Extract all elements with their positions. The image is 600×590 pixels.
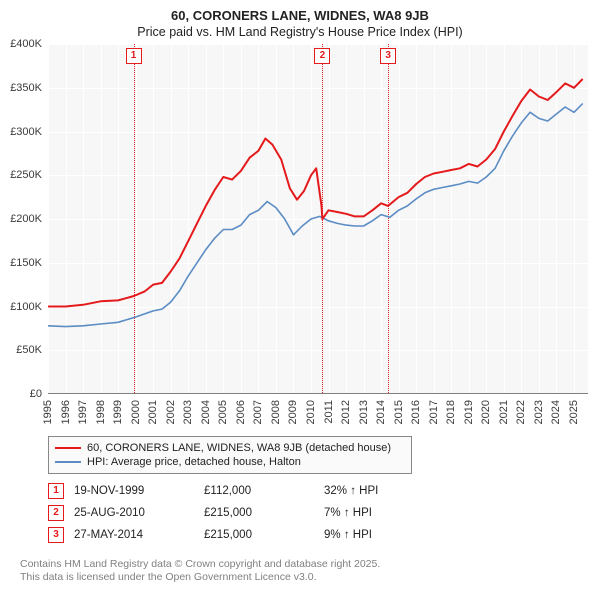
x-axis-label: 2023 xyxy=(533,400,545,424)
y-axis-label: £350K xyxy=(10,82,42,94)
event-price: £215,000 xyxy=(204,507,314,519)
event-marker-box: 2 xyxy=(314,48,330,64)
x-axis-label: 2018 xyxy=(445,400,457,424)
legend-label: 60, CORONERS LANE, WIDNES, WA8 9JB (deta… xyxy=(87,442,391,454)
x-axis-label: 2007 xyxy=(252,400,264,424)
x-axis-label: 2004 xyxy=(200,400,212,424)
x-axis-label: 2013 xyxy=(358,400,370,424)
series-line xyxy=(48,104,583,327)
legend-swatch xyxy=(55,461,81,463)
event-price: £215,000 xyxy=(204,529,314,541)
event-marker-box: 1 xyxy=(126,48,142,64)
event-date: 27-MAY-2014 xyxy=(74,529,194,541)
footer-line: Contains HM Land Registry data © Crown c… xyxy=(20,558,380,571)
line-series xyxy=(48,44,588,394)
x-axis-label: 2014 xyxy=(375,400,387,424)
event-row: 3 27-MAY-2014 £215,000 9% ↑ HPI xyxy=(48,524,578,546)
x-axis-label: 2021 xyxy=(498,400,510,424)
event-delta: 7% ↑ HPI xyxy=(324,507,578,519)
x-axis-label: 1999 xyxy=(112,400,124,424)
y-axis-label: £250K xyxy=(10,169,42,181)
event-row: 1 19-NOV-1999 £112,000 32% ↑ HPI xyxy=(48,480,578,502)
x-axis-label: 2002 xyxy=(165,400,177,424)
x-axis-label: 2024 xyxy=(550,400,562,424)
legend-item: 60, CORONERS LANE, WIDNES, WA8 9JB (deta… xyxy=(55,441,405,455)
legend: 60, CORONERS LANE, WIDNES, WA8 9JB (deta… xyxy=(48,436,412,474)
event-price: £112,000 xyxy=(204,485,314,497)
x-axis-label: 2016 xyxy=(410,400,422,424)
chart-subtitle: Price paid vs. HM Land Registry's House … xyxy=(0,23,600,39)
y-axis-label: £300K xyxy=(10,126,42,138)
events-table: 1 19-NOV-1999 £112,000 32% ↑ HPI 2 25-AUG-201… xyxy=(48,480,578,546)
legend-item: HPI: Average price, detached house, Halt… xyxy=(55,455,405,469)
chart-container: 60, CORONERS LANE, WIDNES, WA8 9JB Price… xyxy=(0,0,600,590)
x-axis-label: 2010 xyxy=(305,400,317,424)
x-axis-label: 1998 xyxy=(95,400,107,424)
x-axis-label: 2019 xyxy=(463,400,475,424)
y-axis-label: £50K xyxy=(16,344,42,356)
x-axis-label: 2011 xyxy=(323,400,335,424)
event-num-box: 3 xyxy=(48,527,64,543)
x-axis-label: 1997 xyxy=(77,400,89,424)
event-num-box: 1 xyxy=(48,483,64,499)
x-axis-label: 2022 xyxy=(515,400,527,424)
x-axis-label: 1995 xyxy=(42,400,54,424)
legend-label: HPI: Average price, detached house, Halt… xyxy=(87,456,301,468)
x-axis-label: 2025 xyxy=(568,400,580,424)
y-axis-label: £400K xyxy=(10,38,42,50)
x-axis-label: 2012 xyxy=(340,400,352,424)
y-axis-label: £150K xyxy=(10,257,42,269)
x-axis-label: 2009 xyxy=(287,400,299,424)
y-axis-label: £0 xyxy=(30,388,42,400)
plot-area: £0£50K£100K£150K£200K£250K£300K£350K£400… xyxy=(48,44,588,394)
footer-line: This data is licensed under the Open Gov… xyxy=(20,571,380,584)
event-date: 19-NOV-1999 xyxy=(74,485,194,497)
legend-swatch xyxy=(55,447,81,449)
y-axis-label: £200K xyxy=(10,213,42,225)
event-date: 25-AUG-2010 xyxy=(74,507,194,519)
y-axis-label: £100K xyxy=(10,301,42,313)
x-axis-label: 2001 xyxy=(147,400,159,424)
x-axis-label: 1996 xyxy=(60,400,72,424)
x-axis-label: 2006 xyxy=(235,400,247,424)
x-axis-label: 2008 xyxy=(270,400,282,424)
x-axis-label: 2003 xyxy=(182,400,194,424)
attribution-footer: Contains HM Land Registry data © Crown c… xyxy=(20,558,380,584)
x-axis-label: 2017 xyxy=(428,400,440,424)
event-delta: 9% ↑ HPI xyxy=(324,529,578,541)
x-axis-label: 2000 xyxy=(130,400,142,424)
x-axis-label: 2005 xyxy=(217,400,229,424)
series-line xyxy=(48,79,583,307)
x-axis-label: 2015 xyxy=(393,400,405,424)
chart-title: 60, CORONERS LANE, WIDNES, WA8 9JB xyxy=(0,0,600,23)
event-marker-box: 3 xyxy=(380,48,396,64)
x-axis-label: 2020 xyxy=(480,400,492,424)
event-num-box: 2 xyxy=(48,505,64,521)
event-delta: 32% ↑ HPI xyxy=(324,485,578,497)
event-row: 2 25-AUG-2010 £215,000 7% ↑ HPI xyxy=(48,502,578,524)
